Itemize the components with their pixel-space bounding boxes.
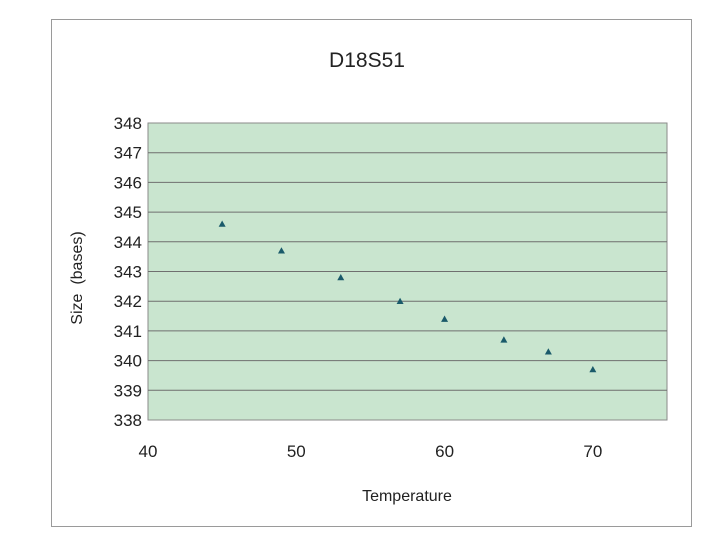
- data-points: [218, 220, 597, 373]
- scatter-chart: D18S51 338 339 340 341 342 343 344 345 346 347 348…: [69, 49, 668, 505]
- y-tick-label: 342: [114, 292, 142, 311]
- x-tick-label: 70: [583, 442, 602, 461]
- chart-container: D18S51 338 339 340 341 342 343 344 345 346 347 348…: [51, 19, 692, 527]
- data-point: [589, 366, 597, 373]
- data-point: [277, 247, 285, 254]
- y-tick-label: 339: [114, 381, 142, 400]
- y-tick-label: 338: [114, 411, 142, 430]
- y-axis-title: Size (bases): [69, 231, 86, 324]
- y-tick-label: 340: [114, 352, 142, 371]
- x-axis-title: Temperature: [362, 488, 452, 505]
- data-point: [500, 336, 508, 343]
- chart-title: D18S51: [329, 49, 405, 72]
- data-point: [396, 297, 404, 304]
- y-axis-ticks: 338 339 340 341 342 343 344 345 346 347 348: [114, 114, 142, 430]
- y-tick-label: 345: [114, 203, 142, 222]
- data-point: [337, 273, 345, 281]
- data-point: [441, 315, 449, 322]
- y-tick-label: 341: [114, 322, 142, 341]
- x-axis-ticks: 40 50 60 70: [139, 442, 603, 461]
- x-tick-label: 60: [435, 442, 454, 461]
- y-tick-label: 344: [114, 233, 142, 252]
- y-tick-label: 347: [114, 144, 142, 163]
- x-tick-label: 40: [139, 442, 158, 461]
- x-tick-label: 50: [287, 442, 306, 461]
- data-point: [218, 220, 226, 227]
- y-tick-label: 343: [114, 263, 142, 282]
- data-point: [544, 348, 552, 355]
- y-tick-label: 348: [114, 114, 142, 133]
- grid-lines: [148, 152, 667, 391]
- y-tick-label: 346: [114, 173, 142, 192]
